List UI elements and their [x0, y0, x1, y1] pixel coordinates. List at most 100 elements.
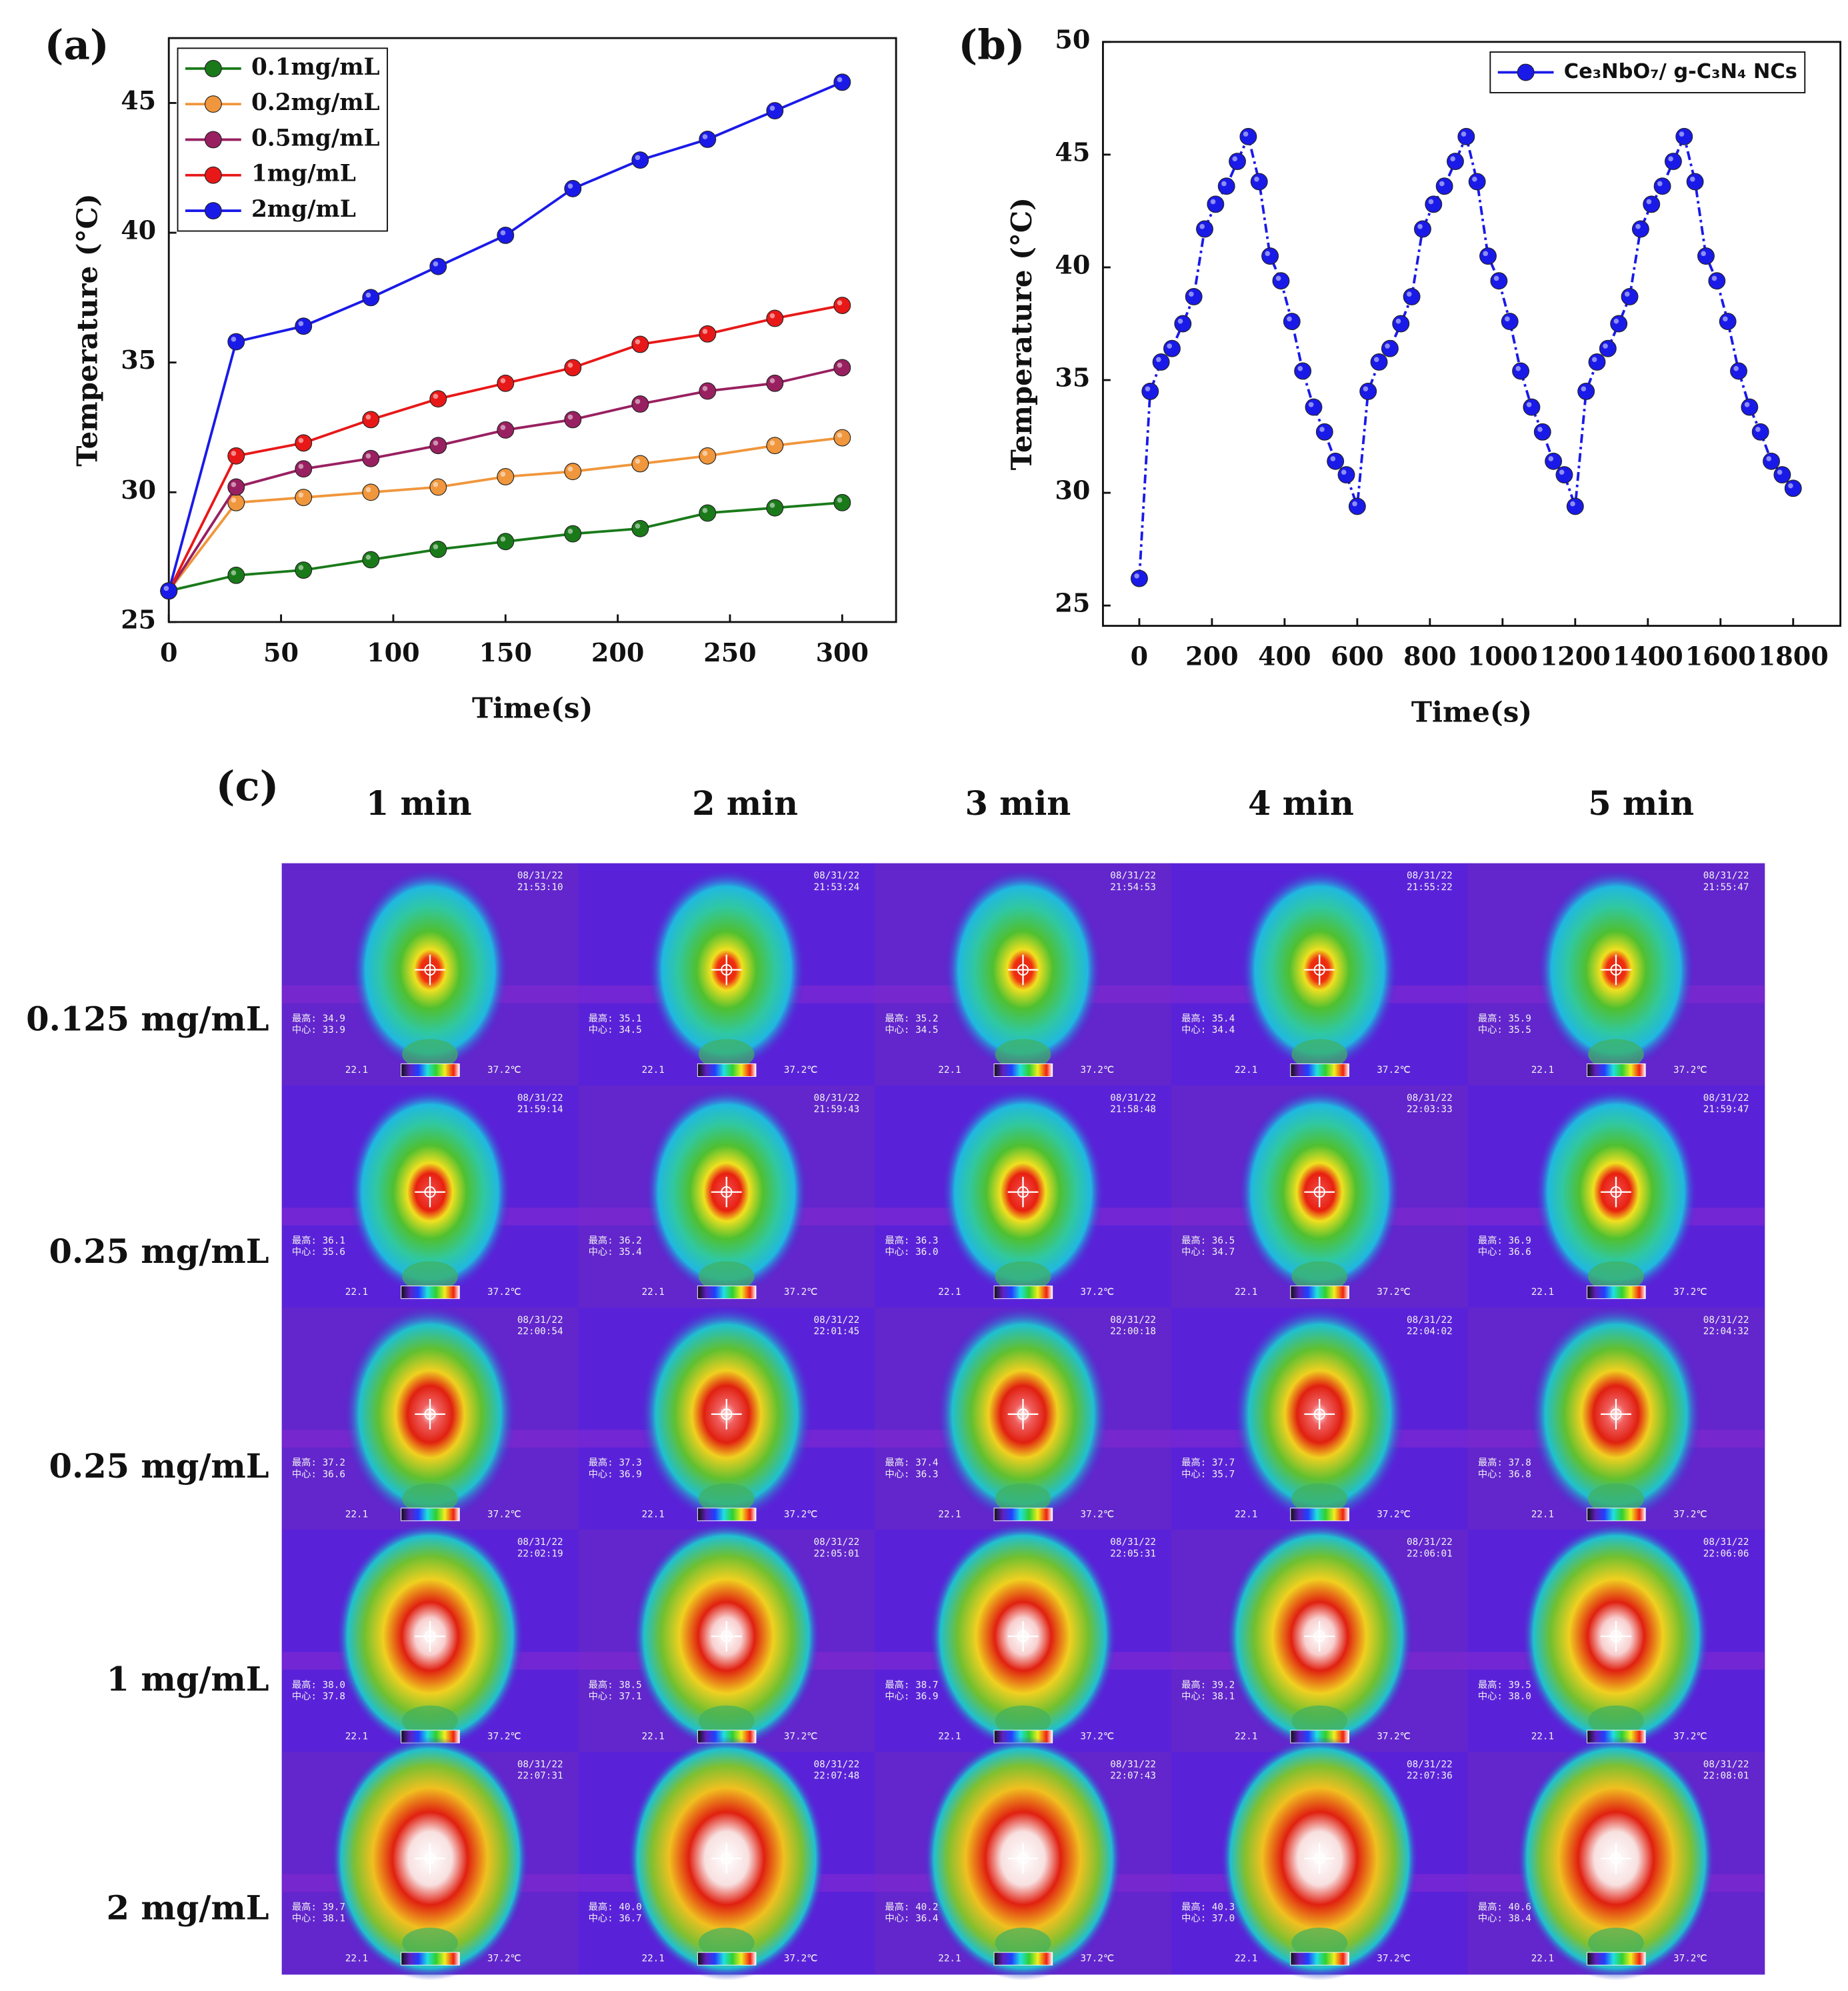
point-shine: [769, 503, 775, 508]
point-shine: [365, 414, 371, 420]
crosshair: [415, 954, 445, 985]
data-point: [1577, 382, 1595, 400]
point-shine: [567, 362, 573, 368]
data-point: [1763, 452, 1780, 470]
time-stamp: 21:59:43: [814, 1104, 860, 1115]
date-stamp: 08/31/22: [814, 1315, 860, 1326]
thermal-neck: [698, 1483, 755, 1514]
scale-min: 22.1: [641, 1731, 664, 1742]
point-shine: [231, 497, 237, 503]
center-reading: 中心: 33.9: [292, 1024, 345, 1036]
point-shine: [500, 378, 506, 383]
thermal-neck: [402, 1927, 458, 1958]
row-label: 0.25 mg/mL: [49, 1232, 269, 1271]
data-point: [362, 449, 380, 467]
thermal-neck: [1291, 1705, 1348, 1736]
data-point: [1174, 315, 1192, 333]
y-axis-title: Temperature (°C): [1005, 197, 1038, 470]
scale-max: 37.2℃: [1081, 1065, 1114, 1076]
y-tick-label: 35: [121, 345, 156, 375]
data-point: [1414, 220, 1431, 238]
data-point: [1392, 315, 1410, 333]
data-point: [1283, 313, 1301, 331]
point-shine: [837, 300, 843, 306]
date-stamp: 08/31/22: [1407, 1315, 1453, 1326]
date-stamp: 08/31/22: [814, 871, 860, 881]
data-point: [1207, 195, 1225, 213]
max-reading: 最高: 37.2: [292, 1457, 345, 1468]
time-stamp: 22:07:48: [814, 1770, 860, 1781]
data-point: [1708, 272, 1726, 290]
date-stamp: 08/31/22: [517, 1759, 563, 1770]
max-reading: 最高: 40.2: [885, 1902, 938, 1913]
point-shine: [1603, 343, 1608, 349]
scale-min: 22.1: [1235, 1954, 1257, 1964]
data-point: [699, 504, 717, 522]
crosshair-ring: [1017, 1186, 1029, 1198]
time-stamp: 22:03:33: [1407, 1104, 1453, 1115]
x-tick-label: 50: [263, 637, 299, 667]
scale-max: 37.2℃: [1377, 1509, 1410, 1520]
crosshair: [1304, 1399, 1335, 1430]
point-shine: [1243, 131, 1249, 137]
crosshair: [1007, 1176, 1039, 1208]
point-shine: [1526, 401, 1532, 407]
data-point: [833, 429, 851, 447]
point-shine: [635, 523, 641, 529]
max-reading: 最高: 39.5: [1478, 1679, 1531, 1690]
thermal-neck: [402, 1261, 458, 1292]
scale-max: 37.2℃: [1081, 1731, 1114, 1742]
date-stamp: 08/31/22: [1703, 1759, 1749, 1770]
point-shine: [837, 432, 843, 438]
crosshair: [711, 1399, 742, 1430]
center-reading: 中心: 36.6: [1478, 1246, 1531, 1258]
y-tick-label: 25: [1055, 588, 1090, 618]
crosshair-ring: [1313, 963, 1325, 976]
center-reading: 中心: 36.3: [885, 1468, 938, 1480]
color-bar: [1587, 1063, 1646, 1077]
data-point: [564, 179, 582, 197]
point-shine: [1635, 223, 1641, 229]
point-shine: [231, 451, 237, 456]
data-point: [1610, 315, 1628, 333]
color-bar: [1290, 1508, 1349, 1522]
point-shine: [500, 536, 506, 542]
date-stamp: 08/31/22: [1407, 1759, 1453, 1770]
crosshair: [1304, 1176, 1335, 1208]
time-stamp: 21:53:24: [814, 882, 860, 893]
point-shine: [1461, 131, 1467, 137]
data-point: [1555, 466, 1573, 483]
point-shine: [1624, 291, 1630, 297]
point-shine: [837, 77, 843, 83]
legend-marker: [204, 166, 222, 184]
point-shine: [1428, 199, 1434, 205]
data-point: [1457, 127, 1475, 145]
center-reading: 中心: 35.5: [1478, 1024, 1531, 1036]
crosshair-ring: [1610, 963, 1622, 976]
color-bar: [401, 1286, 460, 1300]
thermal-neck: [698, 1261, 755, 1292]
data-point: [1479, 247, 1497, 265]
data-point: [1741, 398, 1759, 416]
center-reading: 中心: 35.7: [1181, 1468, 1235, 1480]
center-reading: 中心: 35.6: [292, 1246, 345, 1258]
scale-max: 37.2℃: [487, 1731, 521, 1742]
data-point: [1653, 177, 1671, 195]
column-header: 5 min: [1588, 784, 1694, 823]
time-stamp: 22:07:31: [517, 1770, 563, 1781]
y-tick-label: 30: [121, 475, 156, 505]
scale-min: 22.1: [345, 1731, 368, 1742]
row-label: 1 mg/mL: [107, 1660, 269, 1699]
color-bar: [1290, 1952, 1349, 1966]
data-point: [295, 561, 313, 579]
data-point: [1272, 272, 1290, 290]
data-point: [362, 551, 380, 569]
data-point: [227, 333, 245, 351]
